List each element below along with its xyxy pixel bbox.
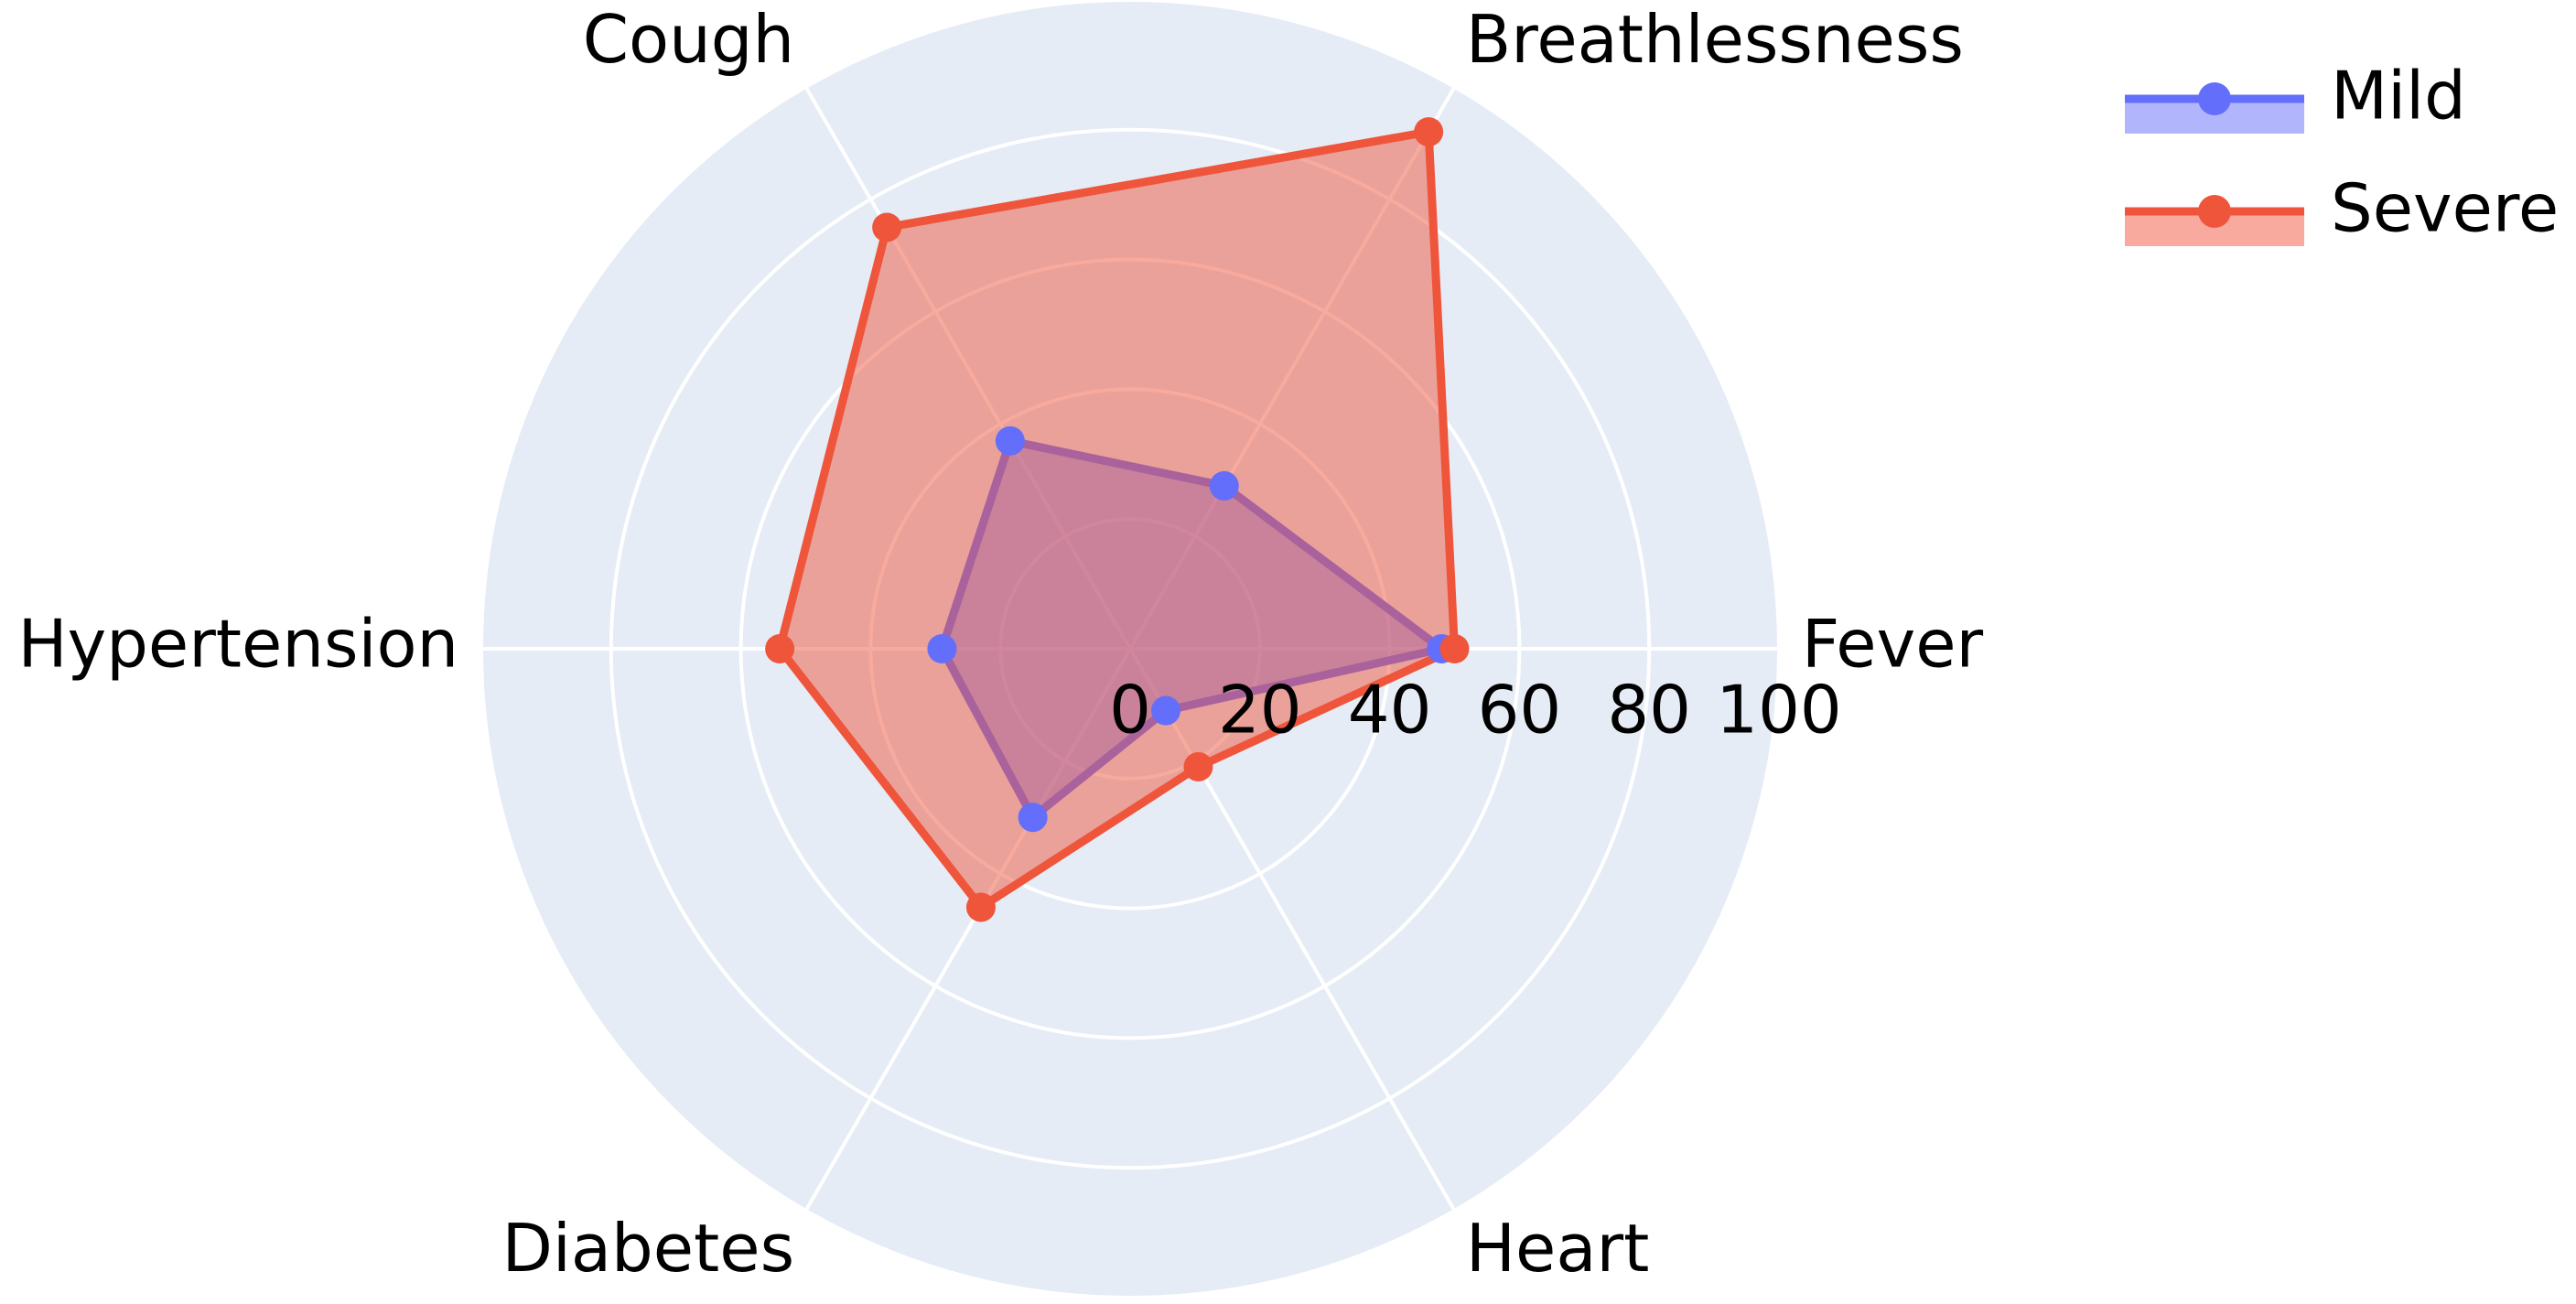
- marker: [765, 634, 795, 663]
- radial-tick-label: 80: [1607, 672, 1691, 749]
- radial-tick-label: 20: [1218, 672, 1302, 749]
- marker: [995, 426, 1025, 456]
- legend-swatch-marker: [2198, 195, 2231, 228]
- radial-tick-label: 60: [1478, 672, 1562, 749]
- marker: [965, 892, 996, 922]
- radial-tick-label: 40: [1348, 672, 1432, 749]
- marker: [1018, 803, 1048, 833]
- category-label: Hypertension: [17, 606, 458, 683]
- legend-swatch-marker: [2198, 82, 2231, 115]
- legend-label: Mild: [2331, 58, 2466, 135]
- marker: [1209, 470, 1239, 501]
- radial-tick-label: 0: [1109, 672, 1151, 749]
- marker: [1150, 695, 1180, 726]
- category-label: Diabetes: [501, 1210, 794, 1287]
- category-label: Fever: [1802, 606, 1984, 683]
- category-label: Cough: [583, 1, 794, 78]
- marker: [1183, 751, 1213, 781]
- marker: [872, 212, 902, 242]
- marker: [1439, 634, 1470, 663]
- marker: [927, 634, 957, 663]
- radial-tick-label: 100: [1716, 672, 1841, 749]
- legend-label: Severe: [2331, 170, 2559, 247]
- category-label: Heart: [1466, 1210, 1649, 1287]
- marker: [1414, 117, 1444, 147]
- category-label: Breathlessness: [1466, 1, 1964, 78]
